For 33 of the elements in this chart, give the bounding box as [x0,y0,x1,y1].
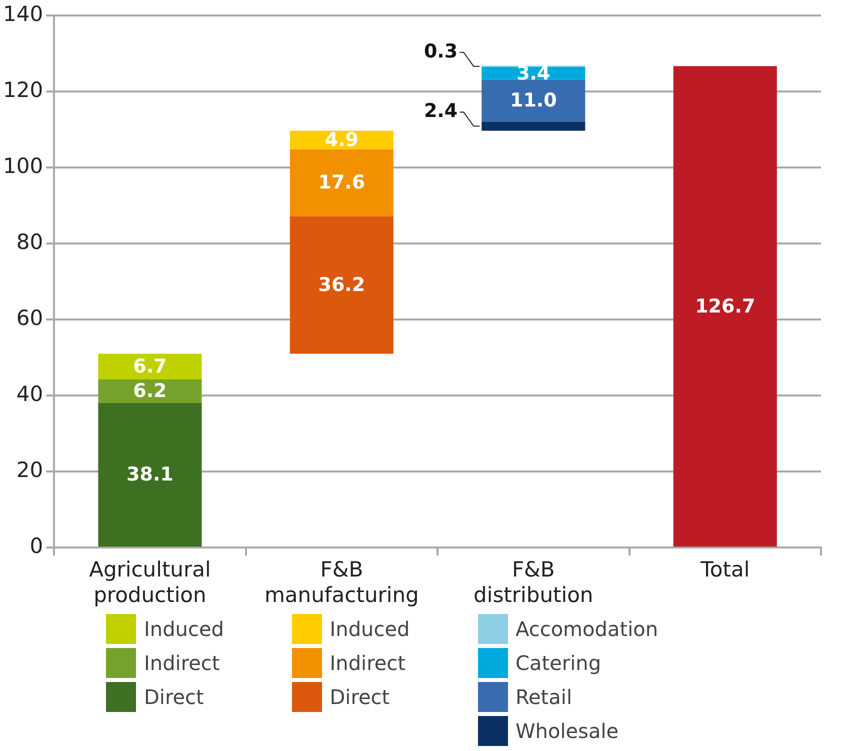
legend-label: Induced [330,617,410,641]
y-tick-label: 40 [16,382,44,406]
legend-label: Retail [516,685,572,709]
y-tick-label: 20 [16,458,44,482]
legend-label: Accomodation [516,617,658,641]
x-tick-label: F&B manufacturing [264,558,419,607]
legend-label: Catering [516,651,602,675]
legend-label: Direct [144,685,204,709]
data-label: 3.4 [516,62,550,84]
data-label: 17.6 [318,172,366,194]
data-label: 6.2 [133,380,167,402]
data-label: 126.7 [695,295,756,318]
data-label: 4.9 [324,128,359,151]
y-tick-label: 140 [2,2,44,26]
legend-label: Direct [330,685,390,709]
data-label: 11.0 [510,90,557,112]
x-tick-label: Total [700,558,750,582]
data-label: 38.1 [126,464,174,486]
y-tick-label: 60 [16,306,44,330]
legend-label: Indirect [144,651,220,675]
data-label: 2.4 [424,100,458,122]
y-tick-label: 80 [16,230,44,254]
data-label: 36.2 [318,274,366,296]
y-tick-label: 120 [2,78,44,102]
x-tick-label: F&B distribution [474,558,594,607]
y-tick-label: 100 [2,154,44,178]
data-label: 6.7 [133,355,167,378]
legend-label: Induced [144,617,224,641]
legend-label: Indirect [330,651,406,675]
x-tick-label: Agricultural production [89,558,211,607]
data-label: 0.3 [424,40,458,62]
legend-label: Wholesale [516,719,619,743]
y-tick-label: 0 [30,534,44,558]
